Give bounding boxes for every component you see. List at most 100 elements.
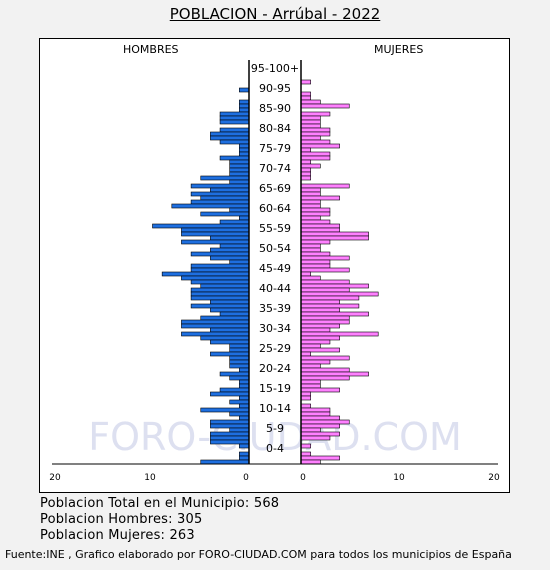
men-bar-age-63	[229, 207, 250, 213]
women-bar-age-50	[300, 259, 331, 265]
age-label-50-54: 50-54	[259, 242, 291, 255]
women-bar-age-9	[300, 423, 340, 429]
right-series-label: MUJERES	[374, 43, 424, 56]
women-bar-age-28	[300, 347, 340, 353]
women-bar-age-61	[300, 215, 321, 221]
age-label-15-19: 15-19	[259, 382, 291, 395]
men-bar-age-54	[219, 243, 250, 249]
men-bar-age-4	[239, 443, 250, 449]
men-bar-age-87	[219, 111, 250, 117]
men-bar-age-60	[219, 219, 250, 225]
women-bar-age-24	[300, 363, 321, 369]
women-bar-age-79	[300, 143, 340, 149]
women-bar-age-52	[300, 251, 331, 257]
men-bar-age-86	[219, 115, 250, 121]
women-bar-age-82	[300, 131, 331, 137]
men-bar-age-47	[161, 271, 250, 277]
men-bar-age-9	[210, 423, 250, 429]
women-bar-age-10	[300, 419, 350, 425]
age-label-0-4: 0-4	[266, 442, 284, 455]
women-bar-age-51	[300, 255, 350, 261]
men-bar-age-27	[210, 351, 250, 357]
women-bar-age-13	[300, 407, 331, 413]
men-bar-age-21	[229, 375, 250, 381]
men-bar-age-74	[229, 163, 250, 169]
men-bar-age-73	[229, 167, 250, 173]
source-note: Fuente:INE , Grafico elaborado por FORO-…	[5, 548, 512, 561]
men-bar-age-79	[239, 143, 250, 149]
x-tick-label: 20	[49, 473, 61, 483]
men-bar-age-45	[190, 279, 250, 285]
women-bar-age-35	[300, 319, 350, 325]
women-bar-age-66	[300, 195, 340, 201]
age-label-80-84: 80-84	[259, 122, 291, 135]
women-bar-age-84	[300, 123, 321, 129]
men-bar-age-67	[190, 191, 250, 197]
women-bar-age-14	[300, 403, 311, 409]
women-bar-age-26	[300, 355, 350, 361]
women-bar-age-31	[300, 335, 340, 341]
women-bar-age-37	[300, 311, 369, 317]
women-bar-age-59	[300, 223, 340, 229]
men-bar-age-65	[190, 199, 250, 205]
women-bar-age-72	[300, 171, 311, 177]
men-bar-age-32	[181, 331, 250, 337]
women-bar-age-20	[300, 379, 321, 385]
men-bar-age-66	[200, 195, 250, 201]
men-bar-age-58	[181, 227, 250, 233]
women-bar-age-18	[300, 387, 340, 393]
women-bar-age-25	[300, 359, 331, 365]
men-bar-age-40	[210, 299, 250, 305]
women-bar-age-45	[300, 279, 350, 285]
men-bar-age-35	[181, 319, 250, 325]
men-bar-age-26	[229, 355, 250, 361]
men-bar-age-34	[181, 323, 250, 329]
men-bar-age-24	[229, 363, 250, 369]
women-bar-age-95	[300, 79, 311, 85]
men-bar-age-36	[200, 315, 250, 321]
left-series-label: HOMBRES	[123, 43, 179, 56]
chart-title: POBLACION - Arrúbal - 2022	[169, 5, 381, 23]
women-bar-age-58	[300, 227, 340, 233]
women-bar-age-29	[300, 343, 321, 349]
men-bar-age-2	[239, 451, 250, 457]
men-bar-age-23	[239, 367, 250, 373]
women-bar-age-83	[300, 127, 331, 133]
women-bar-age-90	[300, 99, 321, 105]
men-bar-age-85	[219, 119, 250, 125]
age-label-25-29: 25-29	[259, 342, 291, 355]
men-bar-age-14	[239, 403, 250, 409]
women-bar-age-17	[300, 391, 311, 397]
age-label-10-14: 10-14	[259, 402, 291, 415]
men-bar-age-78	[239, 147, 250, 153]
men-bar-age-30	[210, 339, 250, 345]
women-population-stat: Poblacion Mujeres: 263	[40, 528, 195, 543]
age-label-40-44: 40-44	[259, 282, 291, 295]
men-bar-age-89	[239, 103, 250, 109]
men-bar-age-83	[219, 127, 250, 133]
women-bar-age-44	[300, 283, 369, 289]
men-population-stat: Poblacion Hombres: 305	[40, 512, 203, 527]
age-label-70-74: 70-74	[259, 162, 291, 175]
women-bar-age-33	[300, 327, 331, 333]
women-bar-age-85	[300, 119, 321, 125]
women-bar-age-32	[300, 331, 379, 337]
women-bar-age-12	[300, 411, 331, 417]
women-bar-age-34	[300, 323, 340, 329]
men-bar-age-70	[229, 179, 250, 185]
men-bar-age-88	[239, 107, 250, 113]
x-tick-label: 0	[300, 473, 306, 483]
women-bar-age-57	[300, 231, 369, 237]
men-bar-age-15	[229, 399, 250, 405]
age-label-45-49: 45-49	[259, 262, 291, 275]
men-bar-age-39	[190, 303, 250, 309]
women-bar-age-40	[300, 299, 340, 305]
women-bar-age-68	[300, 187, 321, 193]
men-bar-age-81	[210, 135, 250, 141]
women-bar-age-16	[300, 395, 311, 401]
age-label-75-79: 75-79	[259, 142, 291, 155]
men-bar-age-62	[200, 211, 250, 217]
men-bar-age-69	[190, 183, 250, 189]
x-tick-label: 10	[144, 473, 156, 483]
men-bar-age-18	[219, 387, 250, 393]
